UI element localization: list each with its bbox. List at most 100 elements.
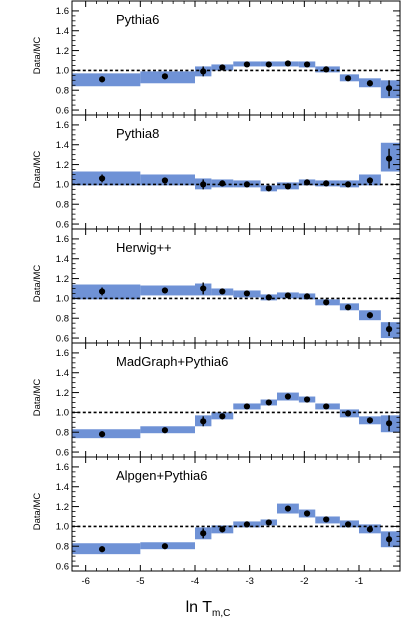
y-tick-label-4-5: 1.6 — [56, 462, 69, 473]
y-tick-label-2-2: 1.0 — [56, 294, 69, 305]
point-4-11 — [385, 536, 393, 543]
point-2-1 — [161, 287, 169, 294]
point-4-10 — [366, 526, 374, 533]
point-0-3 — [219, 64, 226, 71]
point-0-9 — [344, 75, 352, 82]
point-0-11 — [385, 85, 393, 92]
point-3-6 — [284, 393, 292, 400]
point-3-1 — [161, 427, 169, 434]
point-2-11 — [385, 326, 393, 333]
y-tick-label-2-0: 0.6 — [56, 333, 69, 344]
point-2-6 — [284, 292, 292, 299]
y-tick-label-2-1: 0.8 — [56, 314, 69, 325]
point-2-7 — [303, 293, 311, 300]
point-1-10 — [366, 177, 374, 184]
y-tick-label-2-4: 1.4 — [56, 254, 69, 265]
point-2-2 — [200, 285, 207, 292]
point-1-3 — [219, 180, 226, 187]
point-2-10 — [366, 312, 374, 319]
point-4-7 — [303, 510, 311, 517]
y-tick-label-1-2: 1.0 — [56, 180, 69, 191]
point-3-11 — [385, 420, 393, 427]
panel-title-3: MadGraph+Pythia6 — [116, 354, 228, 369]
y-tick-label-1-0: 0.6 — [56, 219, 69, 230]
x-tick-label-0: -6 — [81, 576, 89, 587]
band-1-0 — [72, 171, 141, 186]
y-axis-label-0: Data/MC — [32, 37, 43, 75]
point-2-0 — [98, 288, 106, 295]
panel-0: 0.6 0.8 1.0 1.2 1.4 1.6 Pythia6 Data/MC — [32, 0, 401, 116]
point-4-2 — [200, 530, 207, 537]
y-tick-label-1-1: 0.8 — [56, 200, 69, 211]
point-1-0 — [98, 175, 106, 182]
band-4-0 — [72, 543, 141, 555]
point-4-1 — [161, 543, 169, 550]
panel-2: 0.6 0.8 1.0 1.2 1.4 1.6 Herwig++ Data/MC — [32, 228, 401, 344]
y-tick-label-0-0: 0.6 — [56, 105, 69, 116]
y-tick-label-3-5: 1.6 — [56, 348, 69, 359]
y-tick-label-2-5: 1.6 — [56, 234, 69, 245]
point-3-5 — [265, 399, 272, 406]
point-2-8 — [323, 299, 330, 306]
point-3-9 — [344, 410, 352, 417]
y-tick-label-4-2: 1.0 — [56, 522, 69, 533]
point-4-3 — [219, 526, 226, 533]
panel-4: 0.6 0.8 1.0 1.2 1.4 1.6 Alpgen+Pythia6 Data/MC — [32, 456, 401, 572]
y-tick-label-1-4: 1.4 — [56, 140, 69, 151]
y-tick-label-3-4: 1.4 — [56, 368, 69, 379]
y-tick-label-4-1: 0.8 — [56, 542, 69, 553]
y-axis-label-1: Data/MC — [32, 151, 43, 189]
point-2-5 — [265, 294, 272, 301]
band-0-0 — [72, 73, 141, 87]
x-tick-label-5: -1 — [355, 576, 363, 587]
y-axis-label-2: Data/MC — [32, 265, 43, 303]
y-tick-label-0-5: 1.6 — [56, 6, 69, 17]
point-0-4 — [243, 61, 251, 68]
band-3-0 — [72, 429, 141, 439]
panel-3: 0.6 0.8 1.0 1.2 1.4 1.6 MadGraph+Pythia6 Data/M… — [32, 342, 401, 458]
x-axis-label: ln Tm,C — [186, 599, 231, 619]
point-0-1 — [161, 73, 169, 80]
point-2-4 — [243, 290, 251, 297]
y-tick-label-2-3: 1.2 — [56, 274, 69, 285]
point-3-7 — [303, 396, 311, 403]
point-4-8 — [323, 516, 330, 523]
point-3-2 — [200, 418, 207, 425]
panel-title-1: Pythia8 — [116, 126, 159, 141]
y-tick-label-0-2: 1.0 — [56, 66, 69, 77]
y-tick-label-4-3: 1.2 — [56, 502, 69, 513]
point-3-10 — [366, 417, 374, 424]
y-tick-label-0-1: 0.8 — [56, 86, 69, 97]
point-0-5 — [265, 61, 272, 68]
y-tick-label-3-1: 0.8 — [56, 428, 69, 439]
y-axis-label-3: Data/MC — [32, 379, 43, 417]
point-4-4 — [243, 521, 251, 528]
y-tick-label-4-0: 0.6 — [56, 561, 69, 572]
y-tick-label-1-5: 1.6 — [56, 120, 69, 131]
panel-1: 0.6 0.8 1.0 1.2 1.4 1.6 Pythia8 Data/MC — [32, 114, 401, 230]
point-3-3 — [219, 413, 226, 420]
band-2-0 — [72, 284, 141, 300]
x-axis-label-main: ln T — [186, 599, 213, 616]
point-1-5 — [265, 185, 272, 192]
point-0-10 — [366, 80, 374, 87]
y-tick-label-3-2: 1.0 — [56, 408, 69, 419]
point-1-1 — [161, 177, 169, 184]
x-tick-label-3: -3 — [245, 576, 253, 587]
x-tick-label-1: -5 — [136, 576, 144, 587]
point-0-0 — [98, 76, 106, 83]
point-1-2 — [200, 181, 207, 188]
point-0-6 — [284, 60, 292, 67]
y-tick-label-4-4: 1.4 — [56, 482, 69, 493]
point-4-5 — [265, 519, 272, 526]
point-1-11 — [385, 155, 393, 162]
panel-title-4: Alpgen+Pythia6 — [116, 468, 207, 483]
panels-layer: 0.6 0.8 1.0 1.2 1.4 1.6 Pythia6 Data/MC 0.6 0.8 1.… — [32, 0, 401, 572]
panel-title-2: Herwig++ — [116, 240, 172, 255]
point-2-9 — [344, 304, 352, 311]
x-tick-label-2: -4 — [191, 576, 199, 587]
point-3-8 — [323, 403, 330, 410]
y-tick-label-3-3: 1.2 — [56, 388, 69, 399]
point-4-9 — [344, 521, 352, 528]
